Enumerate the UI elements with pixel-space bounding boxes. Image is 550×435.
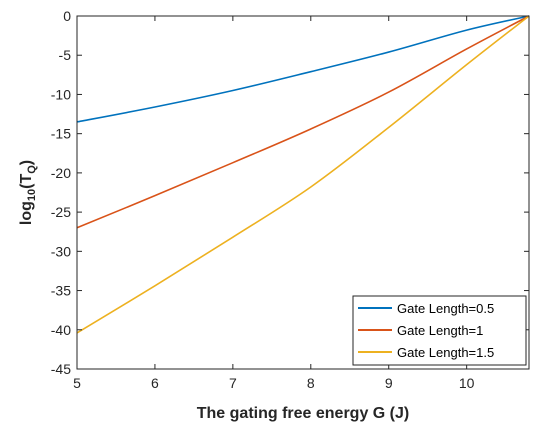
y-axis-label-sub: 10 — [26, 189, 38, 201]
y-tick-label: -15 — [51, 126, 71, 142]
x-axis: 5 6 7 8 9 10 — [73, 16, 475, 391]
y-tick-label: -10 — [51, 86, 71, 102]
series-layer — [76, 15, 530, 334]
y-tick-label: -20 — [51, 165, 71, 181]
x-tick-label: 7 — [229, 375, 237, 391]
legend: Gate Length=0.5 Gate Length=1 Gate Lengt… — [352, 295, 527, 366]
y-tick-label: -5 — [59, 47, 72, 63]
y-axis: 0 -5 -10 -15 -20 -25 -30 -35 -40 -45 — [51, 8, 529, 377]
x-tick-label: 6 — [151, 375, 159, 391]
y-axis-label-main: log — [18, 201, 35, 225]
series-line-1 — [76, 15, 530, 229]
y-tick-label: -30 — [51, 243, 71, 259]
y-tick-label: -35 — [51, 283, 71, 299]
y-tick-label: 0 — [63, 8, 71, 24]
y-axis-label: log10(TQ) — [18, 160, 38, 225]
y-tick-label: -45 — [51, 361, 71, 377]
x-tick-label: 8 — [307, 375, 315, 391]
legend-label-0: Gate Length=0.5 — [397, 301, 494, 316]
x-tick-label: 9 — [385, 375, 393, 391]
series-line-2 — [76, 15, 530, 334]
y-axis-label-sub2: Q — [26, 165, 38, 174]
x-axis-label: The gating free energy G (J) — [197, 405, 409, 422]
series-line-0 — [76, 15, 530, 123]
y-axis-label-close: ) — [18, 160, 35, 165]
y-tick-label: -40 — [51, 322, 71, 338]
x-tick-label: 10 — [459, 375, 475, 391]
legend-label-1: Gate Length=1 — [397, 323, 483, 338]
x-tick-label: 5 — [73, 375, 81, 391]
plot-frame — [76, 15, 530, 370]
y-tick-label: -25 — [51, 204, 71, 220]
legend-label-2: Gate Length=1.5 — [397, 345, 494, 360]
y-axis-label-open: (T — [18, 174, 35, 189]
